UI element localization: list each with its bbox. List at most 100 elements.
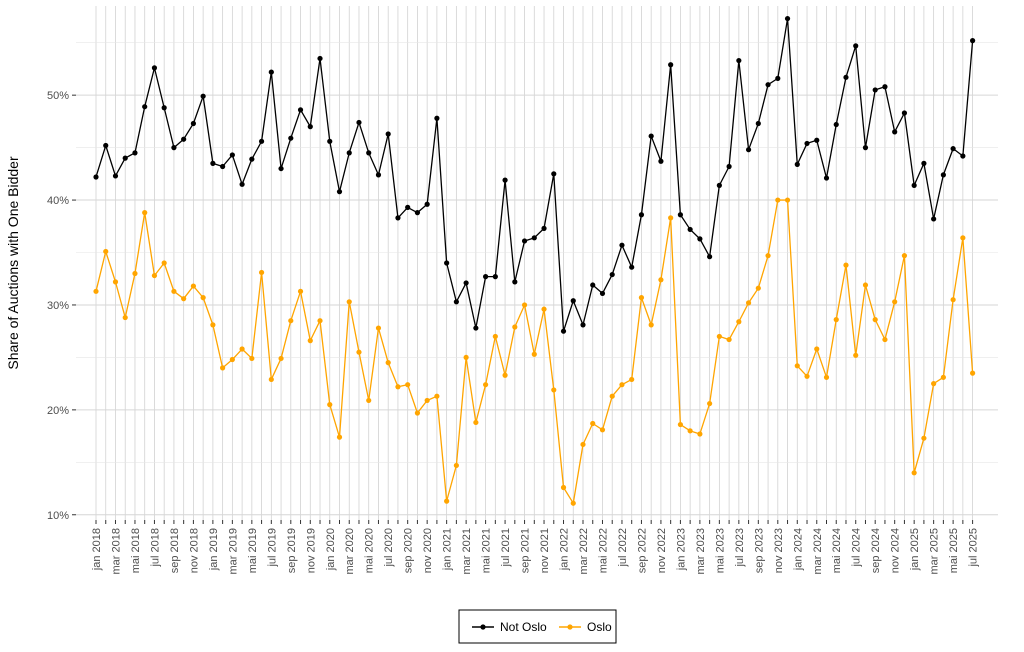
data-point-not-oslo bbox=[755, 120, 761, 127]
data-point-not-oslo bbox=[677, 212, 684, 218]
data-point-not-oslo bbox=[151, 65, 158, 71]
data-point-not-oslo bbox=[599, 290, 606, 297]
data-point-not-oslo bbox=[502, 177, 508, 183]
data-point-not-oslo bbox=[629, 264, 635, 270]
y-tick-label: 20% bbox=[47, 405, 69, 417]
data-point-not-oslo bbox=[862, 145, 869, 151]
data-point-oslo bbox=[444, 498, 450, 504]
data-point-oslo bbox=[629, 376, 635, 383]
data-point-oslo bbox=[804, 373, 810, 379]
data-point-oslo bbox=[405, 382, 411, 388]
data-point-not-oslo bbox=[220, 163, 226, 170]
data-point-not-oslo bbox=[638, 212, 645, 218]
data-point-not-oslo bbox=[931, 216, 937, 222]
x-tick-label: mai 2025 bbox=[948, 528, 960, 573]
data-point-oslo bbox=[619, 382, 625, 388]
data-point-not-oslo bbox=[794, 161, 800, 167]
x-tick-label: nov 2018 bbox=[188, 528, 200, 573]
x-tick-label: mar 2019 bbox=[227, 528, 239, 574]
data-point-oslo bbox=[288, 318, 294, 324]
data-point-oslo bbox=[931, 381, 937, 387]
data-point-oslo bbox=[580, 441, 586, 448]
data-point-oslo bbox=[151, 272, 158, 279]
data-point-not-oslo bbox=[560, 328, 567, 334]
x-tick-label: jan 2022 bbox=[559, 528, 571, 571]
x-tick-label: mar 2021 bbox=[461, 528, 473, 574]
data-point-oslo bbox=[862, 282, 869, 288]
data-point-not-oslo bbox=[483, 274, 489, 280]
series-layer bbox=[93, 15, 976, 506]
data-point-not-oslo bbox=[395, 215, 401, 221]
x-tick-label: jan 2024 bbox=[792, 528, 804, 571]
data-point-oslo bbox=[853, 352, 859, 358]
legend-label-oslo: Oslo bbox=[587, 620, 612, 634]
data-point-oslo bbox=[716, 333, 722, 340]
y-axis: 10% 20% 30% 40% 50% bbox=[47, 90, 76, 522]
data-point-not-oslo bbox=[375, 172, 382, 178]
x-tick-label: mar 2023 bbox=[695, 528, 707, 574]
x-tick-label: jul 2021 bbox=[500, 528, 512, 568]
data-point-oslo bbox=[648, 322, 654, 328]
data-point-oslo bbox=[112, 279, 119, 285]
data-point-oslo bbox=[570, 500, 576, 506]
data-point-not-oslo bbox=[911, 182, 917, 188]
data-point-not-oslo bbox=[492, 274, 498, 280]
x-tick-label: sep 2022 bbox=[636, 528, 648, 573]
data-point-not-oslo bbox=[181, 136, 187, 142]
data-point-oslo bbox=[814, 346, 820, 352]
data-point-oslo bbox=[872, 317, 878, 323]
data-point-oslo bbox=[911, 470, 917, 476]
data-point-not-oslo bbox=[823, 175, 830, 181]
panel-background bbox=[76, 6, 998, 520]
x-tick-label: nov 2019 bbox=[305, 528, 317, 573]
data-point-not-oslo bbox=[736, 57, 742, 64]
data-point-not-oslo bbox=[521, 238, 528, 244]
data-point-oslo bbox=[103, 248, 109, 255]
data-point-not-oslo bbox=[356, 119, 362, 126]
data-point-oslo bbox=[736, 319, 742, 325]
x-tick-label: jan 2018 bbox=[91, 528, 103, 571]
x-tick-label: nov 2024 bbox=[890, 528, 902, 573]
data-point-oslo bbox=[317, 318, 323, 324]
x-tick-label: sep 2021 bbox=[520, 528, 532, 573]
data-point-oslo bbox=[122, 314, 128, 321]
data-point-oslo bbox=[658, 277, 664, 283]
data-point-not-oslo bbox=[590, 282, 596, 288]
data-point-not-oslo bbox=[424, 201, 430, 207]
data-point-oslo bbox=[356, 349, 362, 355]
data-point-not-oslo bbox=[142, 104, 148, 110]
data-point-oslo bbox=[697, 431, 703, 437]
data-point-not-oslo bbox=[804, 140, 810, 147]
data-point-oslo bbox=[784, 197, 791, 203]
data-point-oslo bbox=[707, 400, 713, 407]
x-tick-label: sep 2018 bbox=[169, 528, 181, 573]
x-tick-label: mai 2023 bbox=[714, 528, 726, 573]
data-point-not-oslo bbox=[200, 93, 206, 99]
data-point-not-oslo bbox=[570, 298, 576, 304]
data-point-oslo bbox=[258, 269, 265, 276]
data-point-oslo bbox=[940, 374, 946, 380]
data-point-oslo bbox=[346, 299, 352, 305]
data-point-not-oslo bbox=[814, 137, 820, 143]
data-point-oslo bbox=[278, 355, 284, 362]
data-point-oslo bbox=[297, 288, 304, 294]
data-point-not-oslo bbox=[229, 152, 235, 158]
data-point-not-oslo bbox=[122, 155, 128, 161]
data-point-not-oslo bbox=[619, 242, 625, 248]
data-point-not-oslo bbox=[853, 43, 859, 49]
data-point-oslo bbox=[171, 288, 177, 294]
data-point-not-oslo bbox=[726, 163, 732, 170]
data-point-oslo bbox=[142, 210, 148, 216]
x-tick-label: sep 2019 bbox=[286, 528, 298, 573]
data-point-not-oslo bbox=[833, 121, 839, 128]
x-tick-label: mai 2019 bbox=[247, 528, 259, 573]
x-tick-label: jan 2025 bbox=[909, 528, 921, 571]
x-tick-label: mar 2025 bbox=[929, 528, 941, 574]
data-point-oslo bbox=[921, 435, 927, 441]
x-axis: jan 2018 mar 2018 mai 2018 jul 2018 sep 2018… bbox=[91, 520, 980, 574]
legend-label-not-oslo: Not Oslo bbox=[500, 620, 547, 634]
data-point-not-oslo bbox=[648, 133, 654, 139]
data-point-oslo bbox=[366, 397, 372, 404]
data-point-oslo bbox=[531, 351, 537, 357]
data-point-not-oslo bbox=[171, 145, 177, 151]
